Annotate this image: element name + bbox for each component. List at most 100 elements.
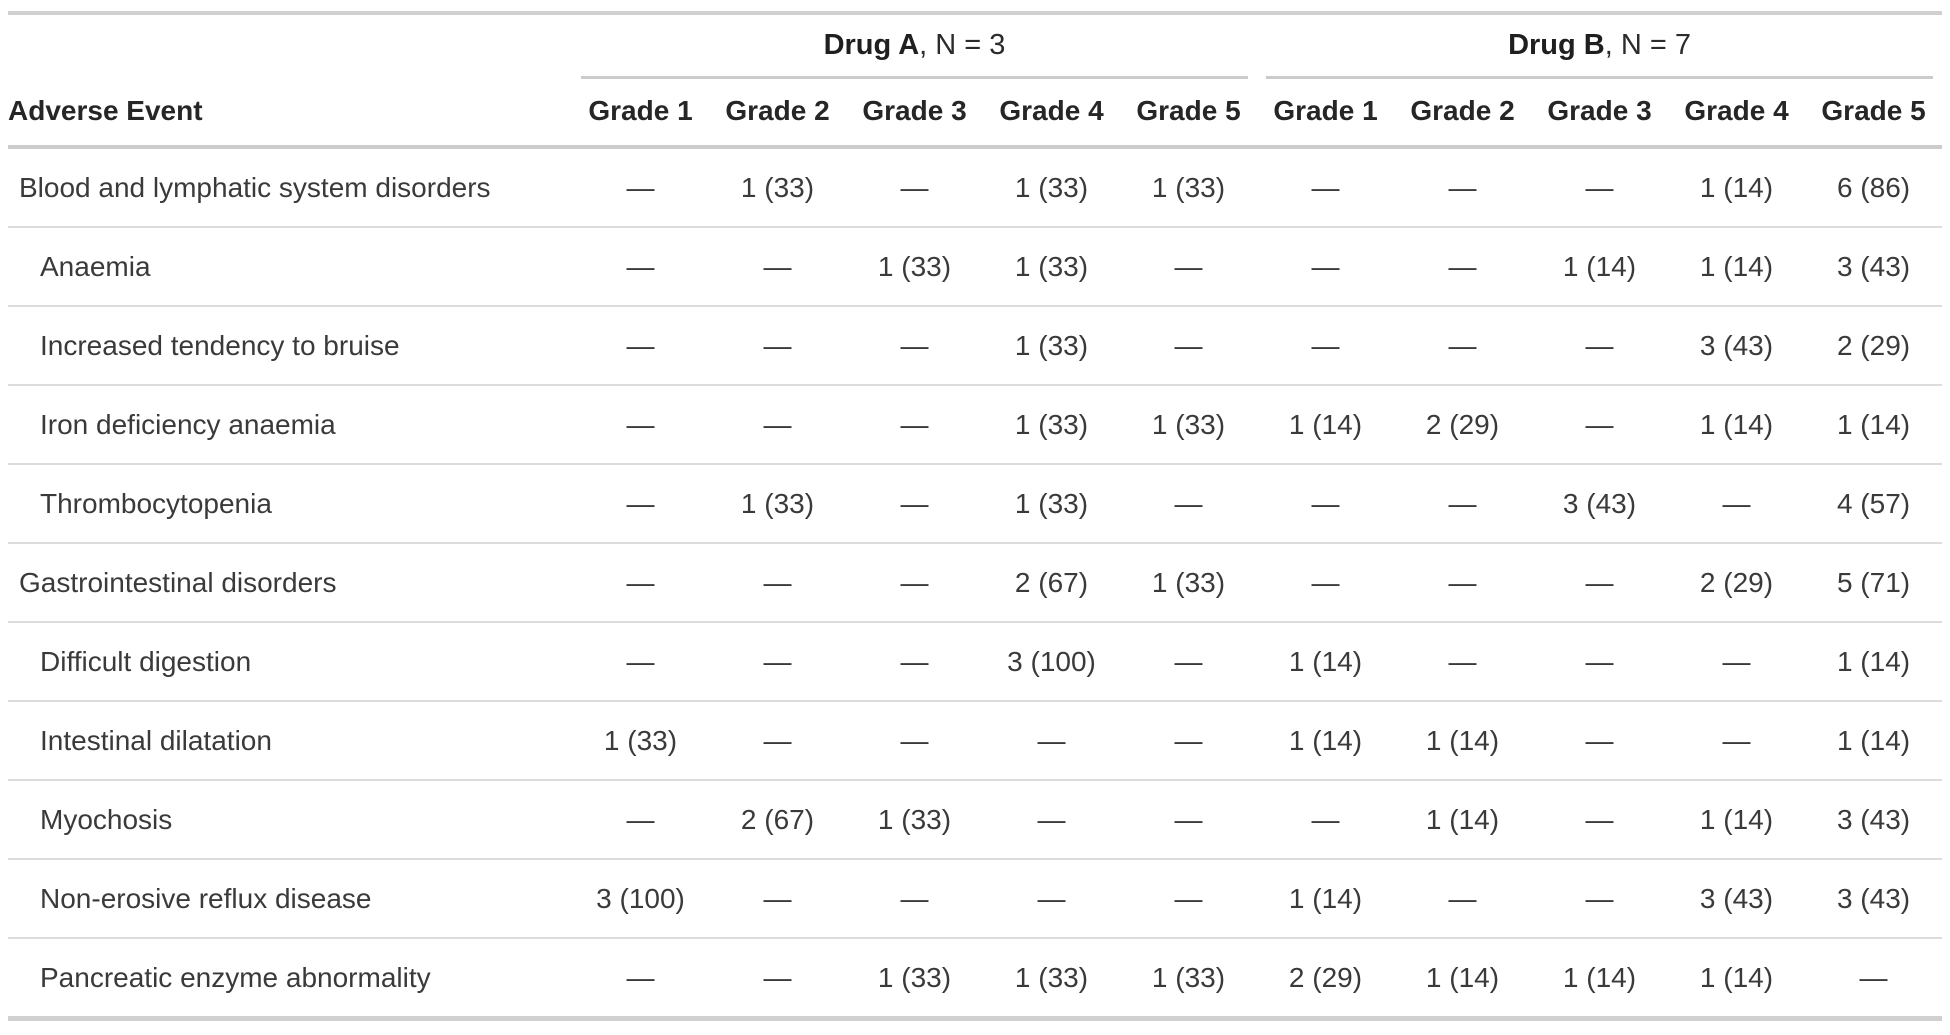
grade-value-cell: — <box>1585 171 1614 203</box>
grade-value-cell: 2 (29) <box>1257 937 1394 1019</box>
grade-value-cell: 1 (14) <box>1257 700 1394 780</box>
grade-value-cell: — <box>1668 700 1805 780</box>
grade-value-cell: 1 (14) <box>1394 779 1531 859</box>
grade-value-cell: 1 (33) <box>1014 171 1089 203</box>
adverse-event-sub-label: Difficult digestion <box>8 621 572 701</box>
grade-value-cell: — <box>1531 542 1668 622</box>
grade-value-cell: — <box>846 384 983 464</box>
adverse-event-sub-label: Increased tendency to bruise <box>8 305 572 385</box>
grade-value-cell: 2 (29) <box>1805 305 1943 385</box>
grade-value-cell: — <box>900 171 929 203</box>
table-body: Blood and lymphatic system disorders —1 (… <box>8 147 1943 1019</box>
grade-value-cell: 3 (100) <box>572 858 709 938</box>
grade-value-cell: — <box>1531 779 1668 859</box>
grade-value-cell: — <box>1394 226 1531 306</box>
table-row: Gastrointestinal disorders — — —2 (67) 1 (33… <box>8 542 1943 622</box>
grade-value-cell: — <box>1531 700 1668 780</box>
grade-column-header: Grade 3 <box>846 76 983 149</box>
grade-value-cell: — <box>709 542 846 622</box>
grade-value-cell: — <box>709 937 846 1019</box>
grade-value-cell: 1 (33) <box>1120 542 1257 622</box>
adverse-event-sub-label: Thrombocytopenia <box>8 463 572 543</box>
grade-value-cell: — <box>572 305 709 385</box>
grade-value-cell: — <box>709 305 846 385</box>
grade-value-cell: 1 (14) <box>1805 621 1943 701</box>
grade-value-cell: 1 (14) <box>1257 858 1394 938</box>
grade-value-cell: — <box>1531 305 1668 385</box>
table-row: Difficult digestion — — —3 (100) —1 (14) — — —1… <box>8 621 1943 701</box>
table-row: Iron deficiency anaemia — — —1 (33) 1 (33) 1 … <box>8 384 1943 464</box>
adverse-event-table: Drug A, N = 3 Drug B, N = 7 Adverse Even… <box>8 11 1943 1021</box>
grade-value-cell: 3 (43) <box>1805 226 1943 306</box>
grade-value-cell: 4 (57) <box>1805 463 1943 543</box>
grade-value-cell: 1 (33) <box>846 226 983 306</box>
drug-group-header-row: Drug A, N = 3 Drug B, N = 7 <box>8 13 1942 79</box>
grade-value-cell: 1 (33) <box>846 779 983 859</box>
grade-value-cell: — <box>1531 621 1668 701</box>
grade-value-cell: — <box>626 171 655 203</box>
adverse-event-sub-label: Iron deficiency anaemia <box>8 384 572 464</box>
grade-value-cell: 2 (29) <box>1668 542 1805 622</box>
grade-value-cell: — <box>1257 305 1394 385</box>
grade-value-cell: — <box>709 384 846 464</box>
grade-value-cell: 3 (43) <box>1668 858 1805 938</box>
grade-value-cell: 1 (14) <box>1531 937 1668 1019</box>
grade-value-cell: — <box>1120 779 1257 859</box>
grade-value-cell: 1 (14) <box>1531 226 1668 306</box>
grade-value-cell: — <box>1257 463 1394 543</box>
grade-value-cell: 1 (33) <box>983 384 1120 464</box>
table-row: Pancreatic enzyme abnormality — —1 (33) 1 (… <box>8 937 1943 1019</box>
grade-column-header: Grade 3 <box>1531 76 1668 149</box>
grade-value-cell: — <box>572 937 709 1019</box>
grade-value-cell: — <box>846 858 983 938</box>
grade-value-cell: 6 (86) <box>1836 171 1911 203</box>
grade-value-cell: 2 (29) <box>1394 384 1531 464</box>
grade-value-cell: 1 (33) <box>1151 171 1226 203</box>
table-row: Intestinal dilatation 1 (33) — — — —1 (14) 1 (… <box>8 700 1943 780</box>
drug-a-sample-size: , N = 3 <box>919 29 1006 61</box>
grade-value-cell: — <box>709 226 846 306</box>
grade-value-cell: 1 (14) <box>1668 779 1805 859</box>
grade-value-cell: 1 (33) <box>572 700 709 780</box>
grade-value-cell: — <box>1668 463 1805 543</box>
grade-value-cell: 3 (43) <box>1805 858 1943 938</box>
grade-value-cell: — <box>1668 621 1805 701</box>
grade-value-cell: — <box>1120 226 1257 306</box>
grade-column-header: Grade 1 <box>572 76 709 149</box>
grade-value-cell: 1 (33) <box>709 463 846 543</box>
table-row: Thrombocytopenia —1 (33) —1 (33) — — —3 (43) —… <box>8 463 1943 543</box>
grade-value-cell: 1 (33) <box>983 226 1120 306</box>
grade-value-cell: — <box>1120 463 1257 543</box>
table-row: Myochosis —2 (67) 1 (33) — — —1 (14) —1 (14) 3 … <box>8 779 1943 859</box>
grade-value-cell: — <box>846 305 983 385</box>
grade-value-cell: — <box>572 621 709 701</box>
group-header-spacer <box>8 13 572 76</box>
grade-value-cell: 1 (14) <box>1257 384 1394 464</box>
grade-value-cell: 3 (43) <box>1668 305 1805 385</box>
table-row: Blood and lymphatic system disorders — 1 (… <box>8 147 1942 227</box>
grade-value-cell: 1 (14) <box>1668 226 1805 306</box>
grade-value-cell: 1 (14) <box>1805 700 1943 780</box>
grade-value-cell: — <box>1120 858 1257 938</box>
grade-value-cell: — <box>1394 858 1531 938</box>
grade-value-cell: 1 (14) <box>1394 937 1531 1019</box>
grade-value-cell: — <box>1311 171 1340 203</box>
adverse-event-sub-label: Anaemia <box>8 226 572 306</box>
grade-value-cell: 2 (67) <box>709 779 846 859</box>
grade-value-cell: 1 (14) <box>1699 171 1774 203</box>
grade-value-cell: — <box>1257 779 1394 859</box>
grade-value-cell: 1 (33) <box>740 171 815 203</box>
grade-value-cell: 1 (33) <box>983 463 1120 543</box>
grade-value-cell: 1 (14) <box>1257 621 1394 701</box>
grade-column-header: Grade 2 <box>709 76 846 149</box>
table-row: Non-erosive reflux disease 3 (100) — — — —1 (… <box>8 858 1943 938</box>
drug-b-sample-size: , N = 7 <box>1604 29 1691 61</box>
drug-a-group-label: Drug A, N = 3 <box>581 15 1248 79</box>
table-container: Drug A, N = 3 Drug B, N = 7 Adverse Even… <box>8 11 1943 1021</box>
grade-value-cell: — <box>1257 542 1394 622</box>
grade-value-cell: 1 (33) <box>1120 937 1257 1019</box>
grade-value-cell: 2 (67) <box>983 542 1120 622</box>
grade-value-cell: — <box>1120 621 1257 701</box>
grade-value-cell: — <box>572 463 709 543</box>
grade-column-header: Grade 2 <box>1394 76 1531 149</box>
